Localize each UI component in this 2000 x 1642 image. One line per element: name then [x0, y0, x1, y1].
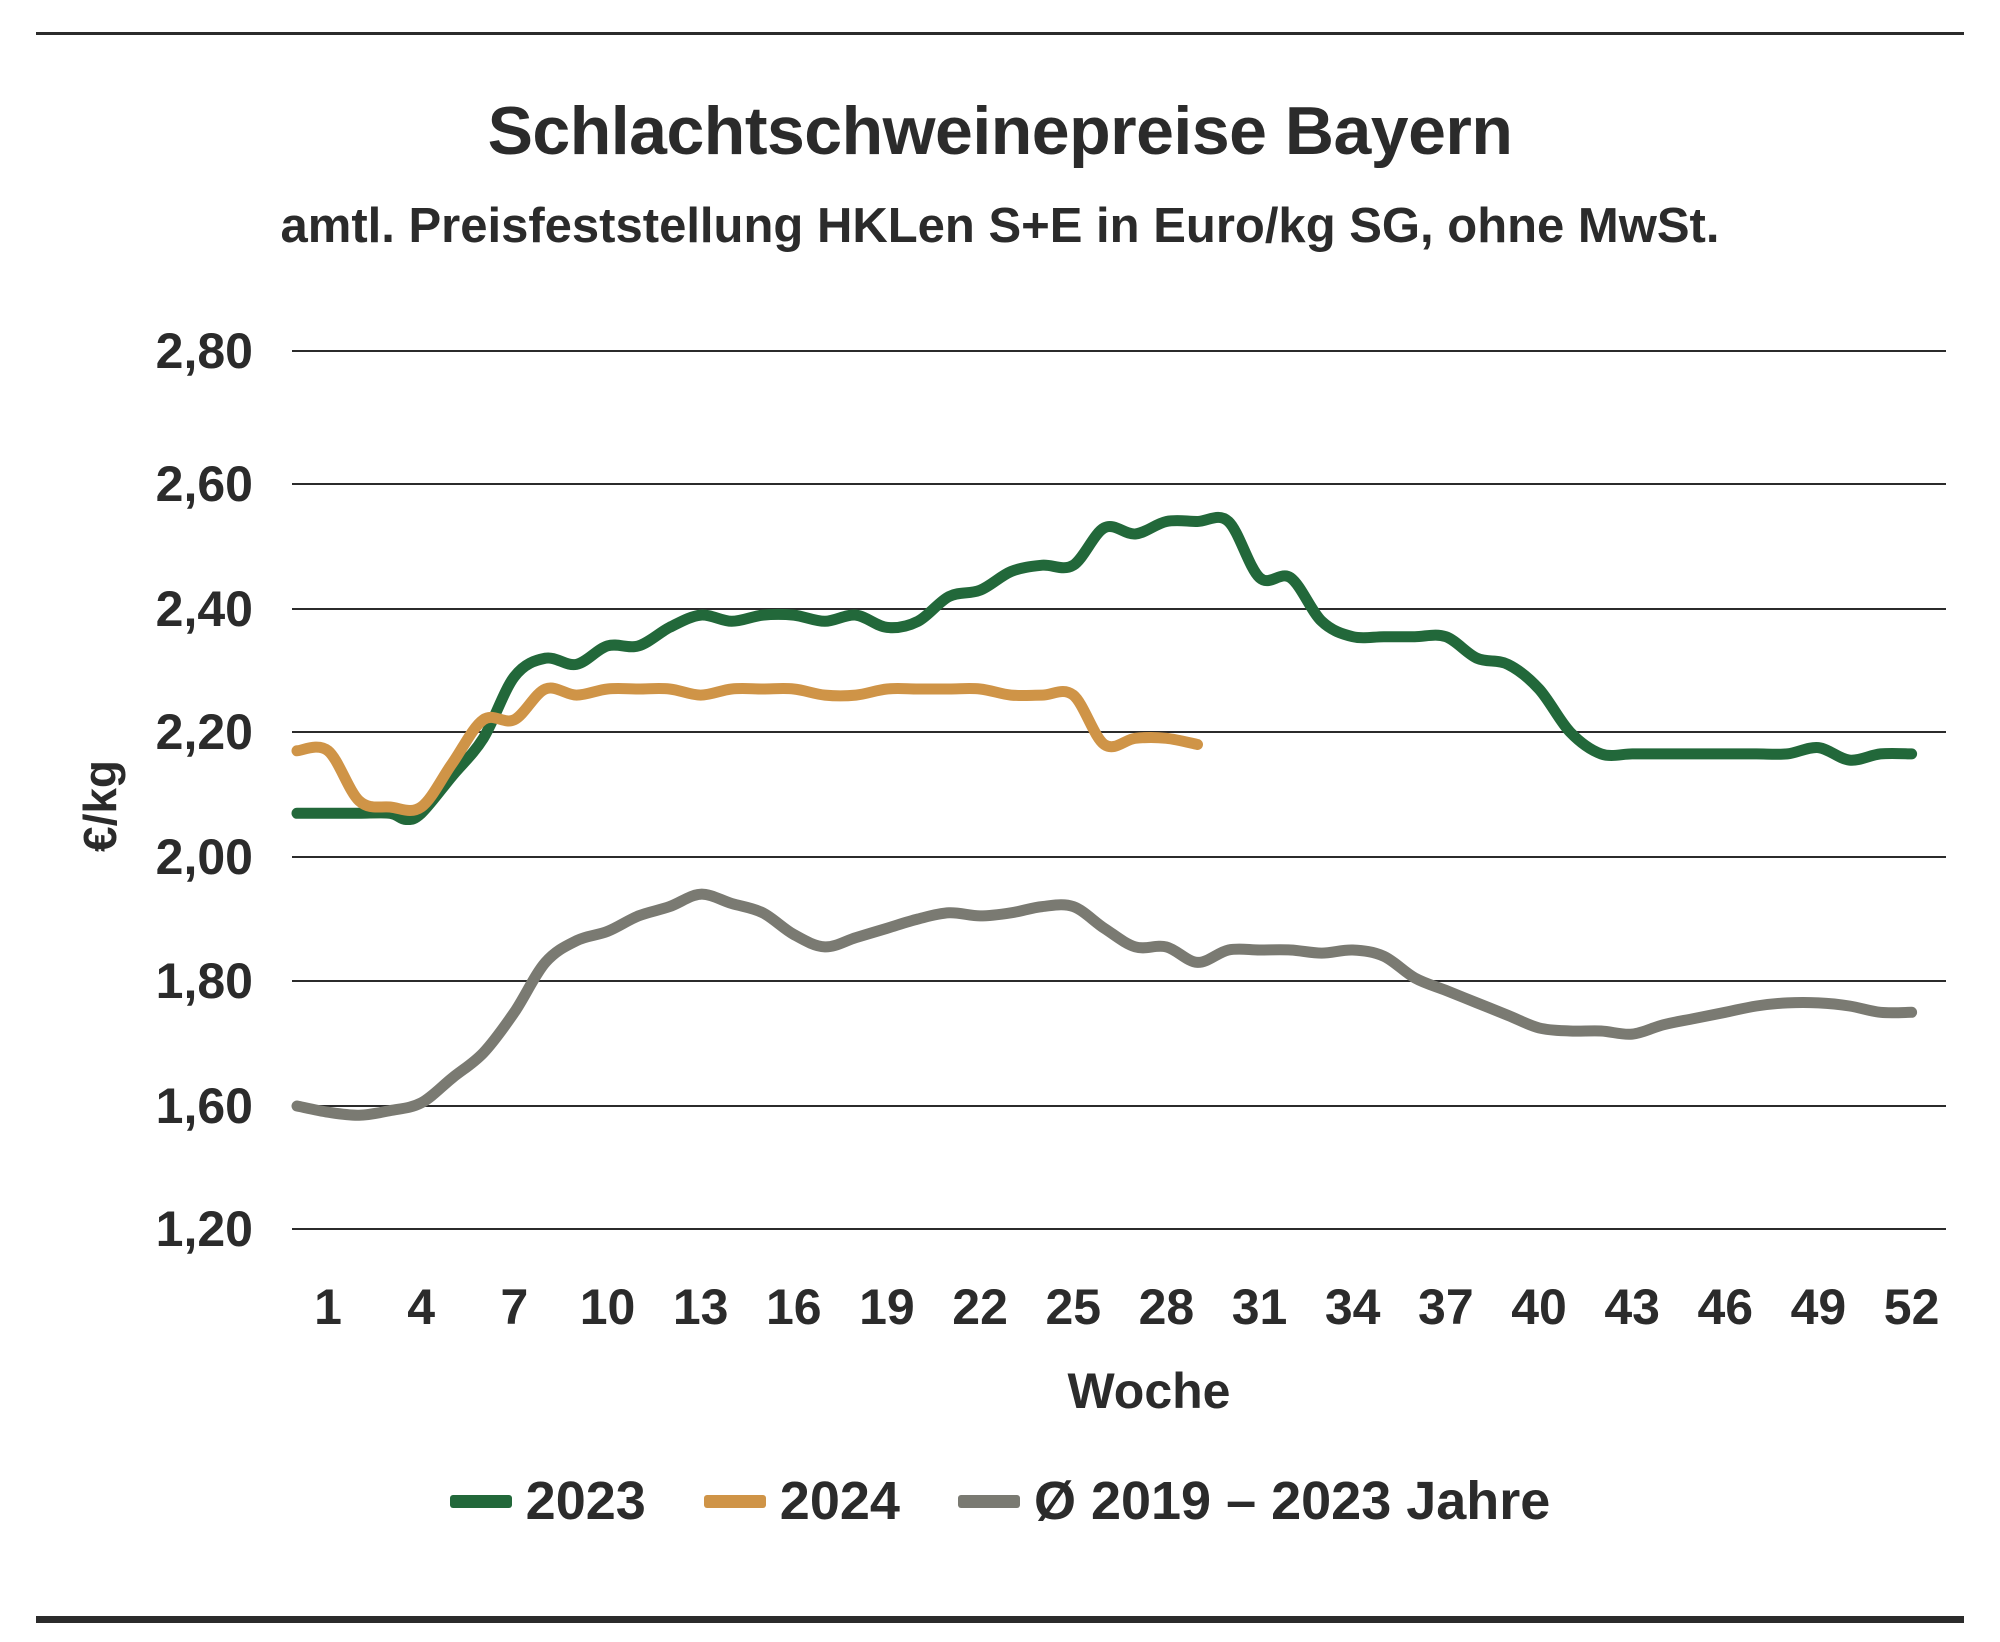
legend-item: 2024: [703, 1470, 900, 1532]
legend-item: Ø 2019 – 2023 Jahre: [957, 1470, 1551, 1532]
x-tick-label: 1: [314, 1279, 342, 1335]
x-tick-label: 4: [407, 1279, 435, 1335]
x-tick-label: 28: [1139, 1279, 1195, 1335]
legend-label: Ø 2019 – 2023 Jahre: [1033, 1471, 1551, 1531]
series-line-1: [291, 682, 1203, 816]
x-tick-label: 19: [859, 1279, 915, 1335]
top-rule: [36, 32, 1964, 35]
series-line-2: [291, 888, 1918, 1121]
legend-swatch: [449, 1494, 512, 1508]
y-tick-label: 1,80: [156, 953, 253, 1009]
x-tick-label: 43: [1604, 1279, 1660, 1335]
y-tick-label: 1,60: [156, 1078, 253, 1134]
series-line-0: [291, 511, 1918, 826]
y-tick-label: 2,80: [156, 323, 253, 379]
bottom-rule: [36, 1616, 1964, 1623]
legend-swatch: [957, 1494, 1020, 1508]
chart-title: Schlachtschweinepreise Bayern: [487, 93, 1513, 169]
x-tick-label: 7: [500, 1279, 528, 1335]
series-lines: [291, 511, 1918, 1121]
x-tick-label: 25: [1045, 1279, 1101, 1335]
y-tick-label: 2,00: [156, 829, 253, 885]
legend-item: 2023: [449, 1470, 646, 1532]
legend-swatch: [703, 1494, 766, 1508]
legend: 2023 2024 Ø 2019 – 2023 Jahre: [0, 1470, 2000, 1532]
chart-subtitle: amtl. Preisfeststellung HKLen S+E in Eur…: [280, 199, 1720, 253]
legend-label: 2024: [779, 1471, 900, 1531]
y-tick-label: 2,20: [156, 704, 253, 760]
grid-lines: [292, 350, 1946, 1230]
y-tick-label: 2,40: [156, 581, 253, 637]
y-tick-label: 1,20: [156, 1201, 253, 1257]
y-tick-labels: 1,20 1,60 1,80 2,00 2,20 2,40 2,60 2,80: [156, 323, 253, 1257]
y-axis-label: €/kg: [74, 760, 126, 852]
x-tick-label: 10: [580, 1279, 636, 1335]
x-tick-label: 13: [673, 1279, 729, 1335]
x-tick-label: 46: [1697, 1279, 1753, 1335]
x-tick-label: 16: [766, 1279, 822, 1335]
x-tick-label: 49: [1791, 1279, 1847, 1335]
x-tick-label: 40: [1511, 1279, 1567, 1335]
x-tick-label: 52: [1884, 1279, 1940, 1335]
x-tick-label: 22: [952, 1279, 1008, 1335]
y-tick-label: 2,60: [156, 456, 253, 512]
x-tick-label: 34: [1325, 1279, 1381, 1335]
x-tick-label: 37: [1418, 1279, 1474, 1335]
legend-label: 2023: [525, 1471, 646, 1531]
x-tick-labels: 1 4 7 10 13 16 19 22 25 28 31 34 37 40 43 46 49 52: [314, 1279, 1939, 1335]
x-tick-label: 31: [1232, 1279, 1288, 1335]
x-axis-label: Woche: [1068, 1363, 1231, 1419]
